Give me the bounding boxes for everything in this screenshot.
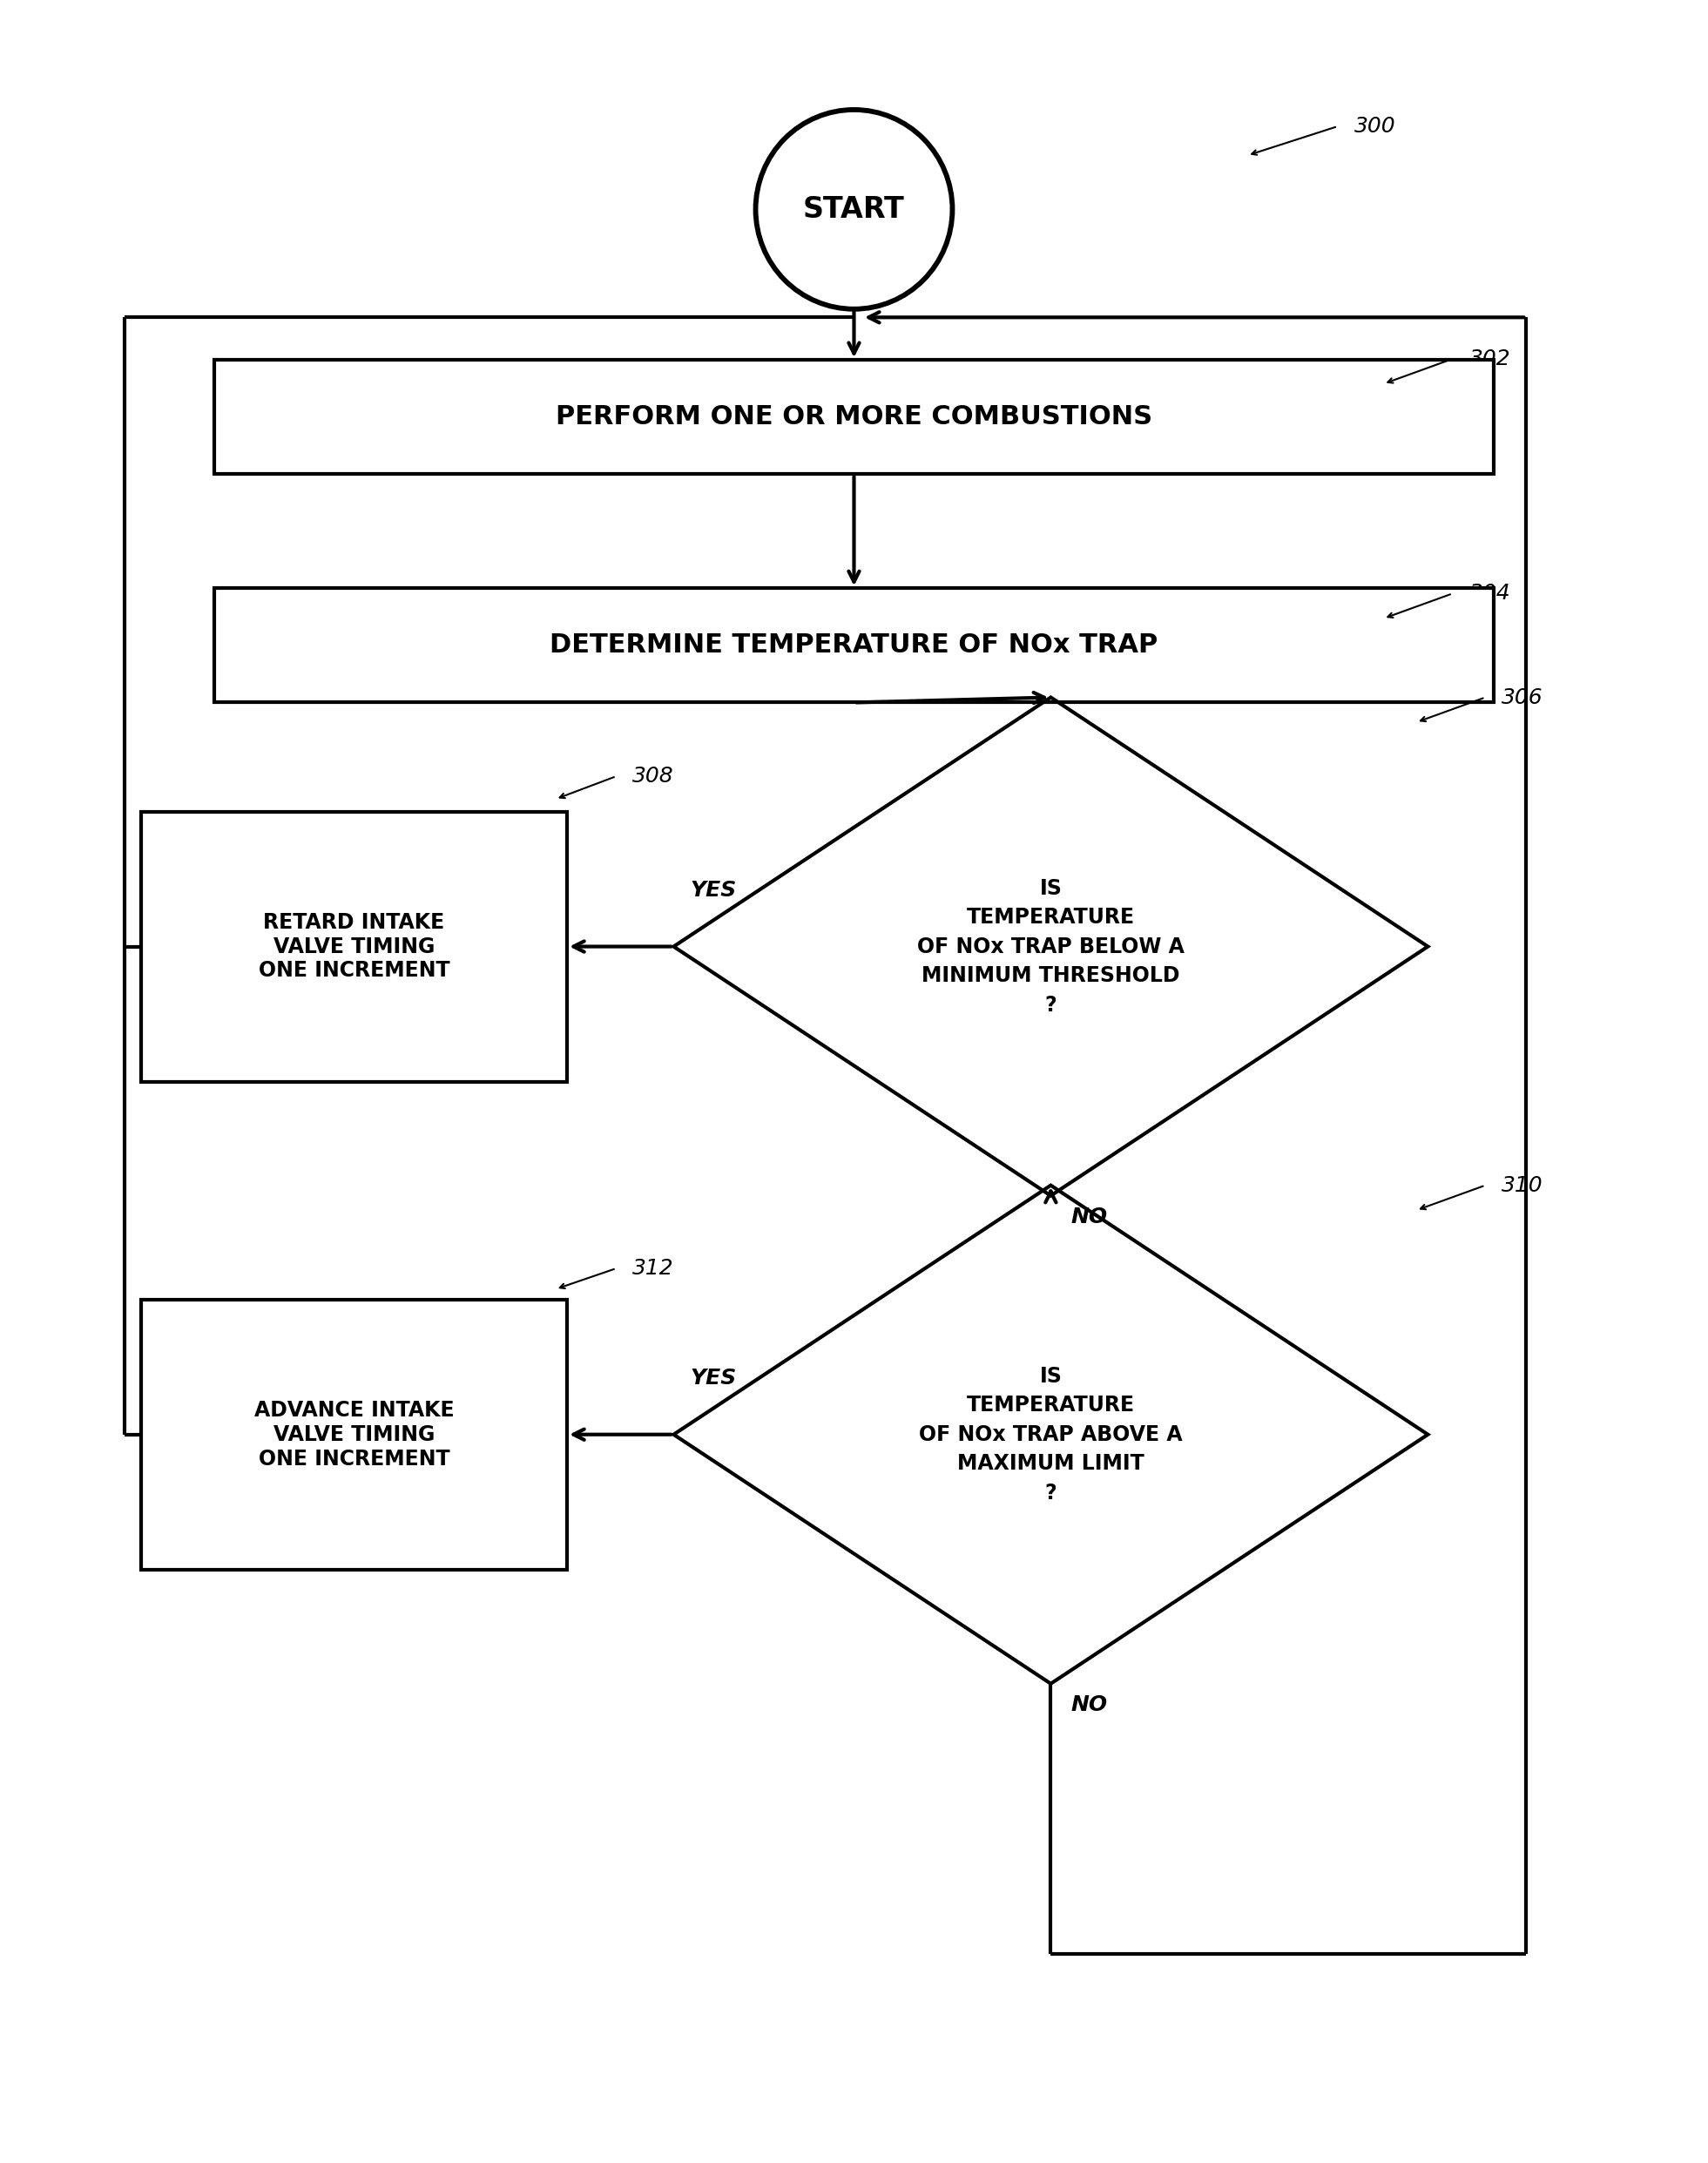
Text: IS
TEMPERATURE
OF NOx TRAP ABOVE A
MAXIMUM LIMIT
?: IS TEMPERATURE OF NOx TRAP ABOVE A MAXIM… xyxy=(919,1365,1182,1503)
Text: 306: 306 xyxy=(1501,688,1542,707)
Text: DETERMINE TEMPERATURE OF NOx TRAP: DETERMINE TEMPERATURE OF NOx TRAP xyxy=(550,634,1158,658)
Text: YES: YES xyxy=(690,1367,736,1389)
Text: 312: 312 xyxy=(632,1259,675,1278)
FancyBboxPatch shape xyxy=(215,588,1493,703)
Text: 308: 308 xyxy=(632,766,675,787)
FancyBboxPatch shape xyxy=(140,811,567,1082)
Text: 304: 304 xyxy=(1469,584,1510,603)
Text: ADVANCE INTAKE
VALVE TIMING
ONE INCREMENT: ADVANCE INTAKE VALVE TIMING ONE INCREMEN… xyxy=(254,1399,454,1469)
Text: PERFORM ONE OR MORE COMBUSTIONS: PERFORM ONE OR MORE COMBUSTIONS xyxy=(555,404,1153,430)
FancyBboxPatch shape xyxy=(215,359,1493,474)
Text: YES: YES xyxy=(690,880,736,900)
Text: NO: NO xyxy=(1071,1207,1107,1226)
Text: 310: 310 xyxy=(1501,1175,1542,1196)
FancyBboxPatch shape xyxy=(140,1300,567,1570)
Text: 300: 300 xyxy=(1354,117,1395,136)
Text: 302: 302 xyxy=(1469,348,1510,370)
Text: START: START xyxy=(803,195,905,223)
Text: IS
TEMPERATURE
OF NOx TRAP BELOW A
MINIMUM THRESHOLD
?: IS TEMPERATURE OF NOx TRAP BELOW A MINIM… xyxy=(917,878,1184,1014)
Text: NO: NO xyxy=(1071,1694,1107,1715)
Text: RETARD INTAKE
VALVE TIMING
ONE INCREMENT: RETARD INTAKE VALVE TIMING ONE INCREMENT xyxy=(258,913,449,982)
